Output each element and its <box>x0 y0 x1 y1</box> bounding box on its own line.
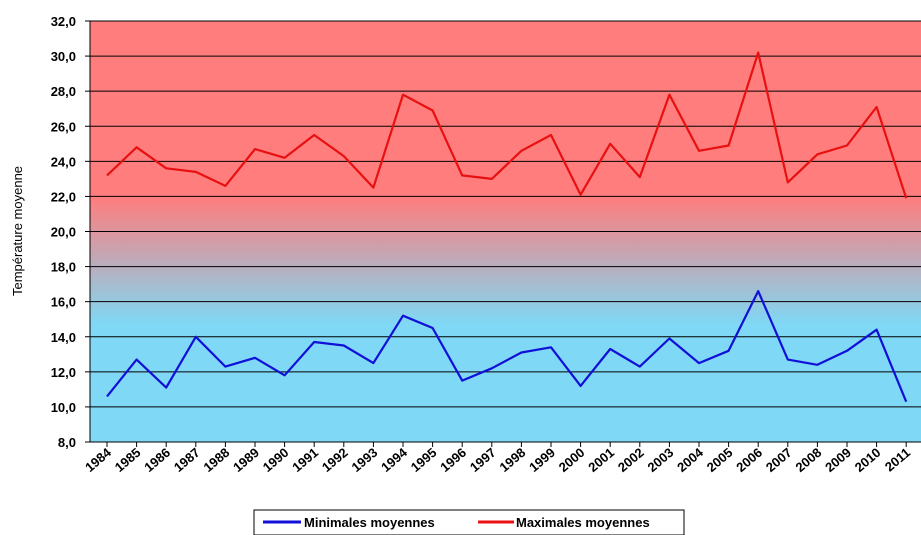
legend-label-minimales: Minimales moyennes <box>304 515 435 530</box>
series-line-maximales <box>106 51 908 199</box>
x-tick-label: 1990 <box>260 445 292 475</box>
y-tick-label: 24,0 <box>51 154 76 169</box>
x-tick-label: 2004 <box>674 444 706 475</box>
x-tick-label: 1991 <box>289 445 321 475</box>
series-lines <box>106 51 908 403</box>
x-tick-label: 2006 <box>733 445 765 475</box>
y-tick-label: 16,0 <box>51 295 76 310</box>
y-tick-labels: 8,0 10,0 12,0 14,0 16,0 18,0 20,0 22,0 24,0 26,0 2… <box>51 14 76 450</box>
x-tick-label: 2001 <box>585 445 617 475</box>
x-tick-label: 1993 <box>349 445 381 475</box>
x-tick-label: 2000 <box>556 445 588 475</box>
legend-label-maximales: Maximales moyennes <box>516 515 650 530</box>
legend-box <box>253 509 685 535</box>
y-axis-label: Température moyenne <box>10 166 25 296</box>
y-tick-label: 32,0 <box>51 14 76 29</box>
x-tick-label: 1984 <box>82 444 114 475</box>
y-tick-label: 28,0 <box>51 84 76 99</box>
series-line-minimales <box>106 290 908 403</box>
x-tick-label: 2008 <box>793 445 825 475</box>
x-tick-label: 1992 <box>319 445 351 475</box>
y-tick-label: 30,0 <box>51 49 76 64</box>
y-tick-label: 18,0 <box>51 260 76 275</box>
x-tick-label: 2002 <box>615 445 647 475</box>
x-tick-label: 2010 <box>852 445 884 475</box>
y-tick-label: 20,0 <box>51 225 76 240</box>
x-tick-label: 1989 <box>230 445 262 475</box>
x-tick-label: 1987 <box>171 445 203 475</box>
x-tick-labels: 1984198519861987198819891990199119921993… <box>82 444 913 475</box>
x-tick-label: 1999 <box>526 445 558 475</box>
y-tick-label: 8,0 <box>58 435 76 450</box>
x-tick-label: 1998 <box>497 445 529 475</box>
x-tick-label: 1997 <box>467 445 499 475</box>
axes <box>85 20 921 447</box>
legend: Minimales moyennes Maximales moyennes <box>253 509 685 535</box>
x-tick-label: 1985 <box>112 445 144 475</box>
x-tick-label: 1996 <box>437 445 469 475</box>
y-tick-label: 26,0 <box>51 119 76 134</box>
gridlines <box>90 20 921 408</box>
x-tick-label: 1995 <box>408 445 440 475</box>
y-tick-label: 22,0 <box>51 189 76 204</box>
y-tick-label: 12,0 <box>51 365 76 380</box>
y-tick-label: 10,0 <box>51 400 76 415</box>
x-tick-label: 2009 <box>822 445 854 475</box>
x-tick-label: 2005 <box>704 445 736 475</box>
x-tick-label: 2007 <box>763 445 795 475</box>
y-tick-label: 14,0 <box>51 330 76 345</box>
x-tick-label: 1994 <box>378 444 410 475</box>
x-tick-label: 2003 <box>645 445 677 475</box>
x-tick-label: 1988 <box>201 445 233 475</box>
x-tick-label: 1986 <box>141 445 173 475</box>
x-tick-label: 2011 <box>882 445 913 475</box>
